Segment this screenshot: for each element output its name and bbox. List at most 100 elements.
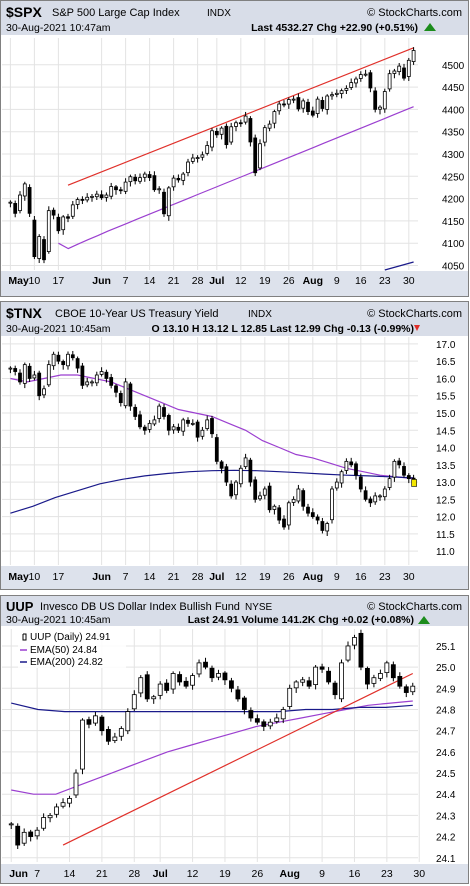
tnx-quote: O 13.10 H 13.12 L 12.85 Last 12.99 Chg -…: [152, 323, 414, 335]
spx-candle: [368, 72, 373, 89]
uup-legend-candle-icon: [22, 633, 27, 641]
uup-y-tick-label: 24.5: [436, 769, 456, 780]
uup-ema200-line: [11, 702, 413, 713]
spx-trendline: [67, 47, 414, 186]
spx-candle: [238, 122, 243, 125]
spx-candle: [363, 73, 368, 76]
tnx-candle: [46, 364, 51, 386]
spx-candle: [344, 88, 349, 91]
tnx-candle: [229, 483, 234, 497]
uup-candle: [410, 685, 416, 693]
spx-candle: [382, 91, 387, 110]
tnx-candle: [291, 498, 296, 503]
spx-candle: [315, 98, 320, 114]
uup-x-tick-label: 16: [349, 868, 361, 880]
spx-title-bar: [1, 1, 468, 35]
tnx-candle: [344, 460, 349, 471]
uup-candle: [254, 718, 260, 723]
uup-candle: [67, 798, 72, 804]
tnx-last-marker: [411, 479, 417, 487]
tnx-candles: [8, 350, 417, 536]
tnx-candle: [51, 353, 56, 367]
uup-candle: [313, 666, 319, 685]
tnx-candle: [171, 426, 176, 431]
spx-candle: [402, 67, 406, 79]
spx-y-tick-label: 4200: [442, 195, 465, 206]
tnx-candle: [325, 523, 330, 532]
tnx-candle: [190, 422, 195, 425]
uup-candle: [73, 772, 79, 796]
spx-y-tick-label: 4050: [442, 262, 465, 273]
uup-candle: [287, 687, 293, 707]
tnx-y-tick-label: 13.0: [436, 478, 456, 489]
tnx-candle: [37, 372, 42, 397]
uup-y-tick-label: 24.8: [436, 705, 456, 716]
tnx-x-tick-label: 7: [123, 571, 129, 583]
tnx-x-tick-label: May: [8, 571, 29, 583]
spx-candle: [243, 115, 248, 123]
spx-candle: [411, 50, 416, 62]
spx-candle: [142, 173, 147, 178]
uup-candle: [216, 673, 221, 678]
spx-indicator-lines: [58, 47, 414, 271]
tnx-x-tick-label: 10: [29, 571, 41, 583]
uup-exchange: NYSE: [245, 602, 273, 613]
spx-candle: [253, 137, 258, 174]
uup-x-tick-label: 7: [34, 868, 40, 880]
spx-candle: [349, 82, 354, 88]
tnx-candle: [70, 354, 75, 359]
spx-candle: [171, 177, 176, 188]
spx-x-tick-label: 17: [53, 275, 65, 287]
uup-candle: [54, 806, 59, 815]
uup-name: Invesco DB US Dollar Index Bullish Fund: [40, 601, 240, 613]
uup-y-tick-label: 24.1: [436, 854, 456, 865]
spx-candle: [186, 161, 190, 174]
uup-candle: [28, 831, 34, 837]
uup-candle: [358, 632, 364, 668]
uup-candle: [47, 815, 53, 819]
spx-candle: [138, 177, 142, 182]
spx-candle: [152, 175, 157, 191]
spx-candle: [267, 123, 272, 129]
spx-candle: [70, 204, 75, 217]
tnx-y-tick-label: 16.5: [436, 357, 456, 368]
spx-y-tick-label: 4300: [442, 150, 465, 161]
spx-candle: [104, 194, 109, 198]
uup-candle: [371, 677, 377, 684]
uup-candle: [170, 673, 176, 690]
tnx-candle: [133, 406, 138, 417]
spx-candle: [248, 118, 253, 143]
spx-y-tick-label: 4500: [442, 61, 465, 72]
uup-candle: [403, 686, 409, 693]
uup-legend-ema50: EMA(50) 24.84: [30, 645, 98, 656]
tnx-candle: [157, 405, 162, 419]
uup-candle: [293, 681, 299, 689]
tnx-x-tick-label: 16: [355, 571, 367, 583]
spx-candle: [75, 199, 80, 205]
tnx-candle: [330, 488, 334, 521]
spx-candle: [13, 203, 18, 214]
uup-legend: UUP (Daily) 24.91 EMA(50) 24.84 EMA(200)…: [18, 628, 126, 668]
spx-name: S&P 500 Large Cap Index: [52, 7, 180, 19]
uup-candle: [105, 728, 111, 742]
spx-candle: [210, 130, 214, 148]
spx-candle: [85, 196, 90, 201]
spx-candle: [392, 70, 397, 74]
tnx-x-tick-label: 12: [235, 571, 247, 583]
tnx-down-marker: [414, 325, 420, 331]
uup-candle: [60, 802, 66, 807]
spx-candle: [200, 154, 205, 158]
uup-panel: UUP Invesco DB US Dollar Index Bullish F…: [0, 595, 469, 884]
uup-legend-price: UUP (Daily) 24.91: [30, 632, 111, 643]
uup-x-tick-label: Jun: [9, 868, 28, 880]
tnx-x-tick-label: Aug: [303, 571, 323, 583]
tnx-candle: [22, 364, 27, 384]
uup-y-tick-label: 24.3: [436, 811, 456, 822]
uup-quote: Last 24.91 Volume 141.2K Chg +0.02 (+0.0…: [188, 614, 414, 626]
uup-candle: [209, 667, 215, 679]
tnx-candle: [214, 437, 219, 462]
tnx-candle: [282, 518, 286, 528]
spx-x-tick-label: 7: [123, 275, 129, 287]
uup-candle: [93, 715, 98, 724]
